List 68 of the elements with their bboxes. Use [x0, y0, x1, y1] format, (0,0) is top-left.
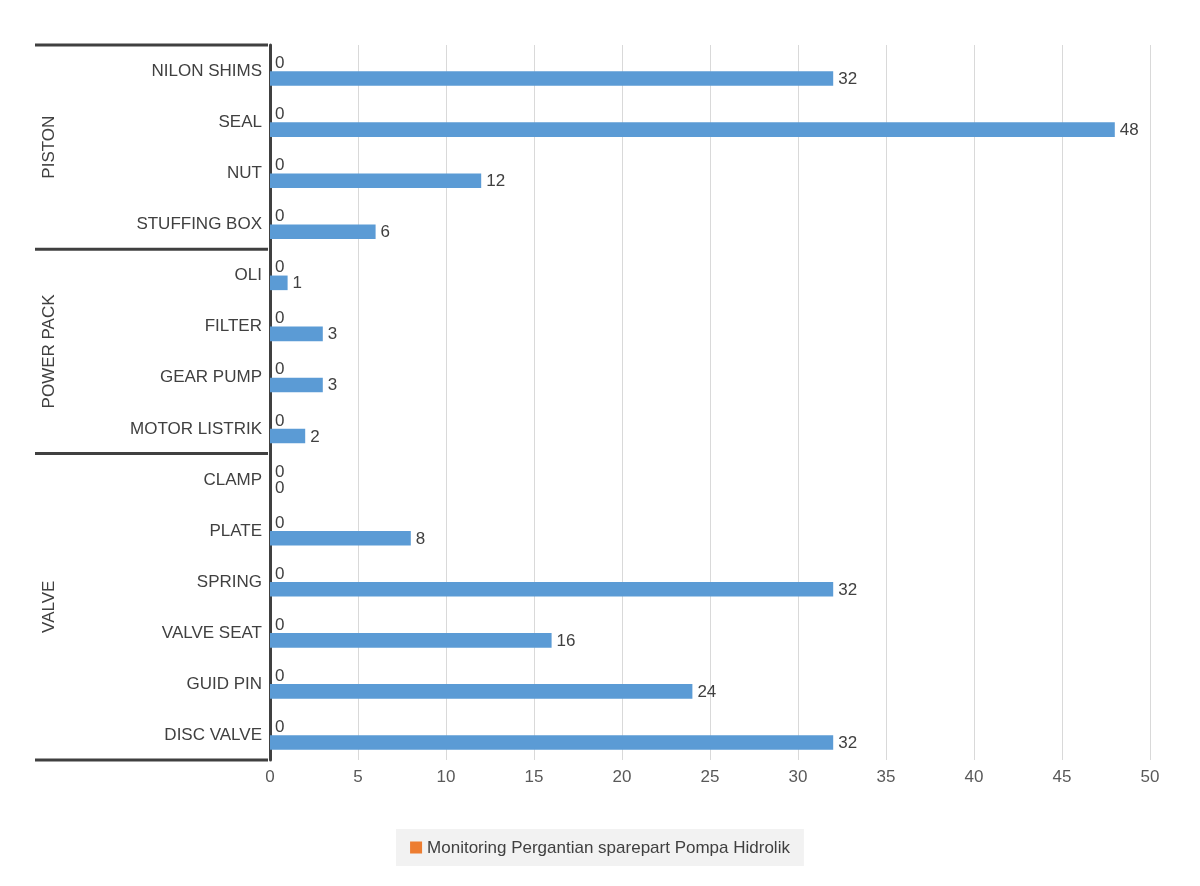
x-tick-label: 35 [876, 767, 896, 786]
data-label: 0 [275, 155, 285, 175]
y-tick-label: NILON SHIMS [151, 61, 262, 81]
bar [270, 633, 552, 648]
x-tick-label: 40 [964, 767, 984, 786]
data-label: 6 [380, 222, 391, 242]
data-label: 0 [275, 410, 285, 430]
x-tick-label: 5 [353, 767, 363, 786]
data-label: 3 [327, 324, 338, 344]
y-tick-label: PLATE [209, 520, 262, 540]
data-label: 1 [292, 273, 303, 293]
data-label: 0 [275, 257, 285, 277]
data-label: 0 [275, 665, 285, 685]
x-tick-label: 25 [700, 767, 720, 786]
text: POWER PACK [38, 293, 58, 409]
data-label: 0 [275, 104, 285, 124]
y-tick-label: CLAMP [203, 469, 262, 489]
y-tick-label: FILTER [204, 316, 262, 336]
y-tick-label: SEAL [218, 112, 262, 132]
y-tick-label: DISC VALVE [164, 724, 262, 744]
bar [270, 326, 323, 342]
legend-label: Monitoring Pergantian sparepart Pompa Hidrolik [427, 838, 791, 857]
data-label: 0 [275, 614, 285, 634]
x-tick-label: 20 [612, 767, 632, 786]
bar [270, 71, 834, 86]
data-label: 0 [275, 206, 285, 226]
bar [270, 122, 1115, 137]
bar [270, 275, 288, 291]
bar [270, 377, 323, 393]
data-label: 24 [697, 681, 717, 701]
x-tick-label: 45 [1052, 767, 1072, 786]
x-tick-label: 10 [436, 767, 456, 786]
y-tick-label: GUID PIN [186, 673, 262, 693]
data-label: 16 [556, 630, 576, 650]
bar [270, 684, 693, 699]
text: VALVE [38, 580, 58, 633]
text: PISTON [38, 115, 58, 179]
data-label: 48 [1119, 120, 1139, 140]
y-tick-label: GEAR PUMP [159, 367, 262, 387]
x-tick-label: 30 [788, 767, 808, 786]
data-label: 0 [275, 53, 285, 73]
y-tick-label: STUFFING BOX [136, 214, 262, 234]
bar [270, 173, 482, 188]
data-label: 32 [838, 732, 858, 752]
data-label: 8 [415, 528, 426, 548]
data-label: 0 [275, 716, 285, 736]
bar [270, 224, 376, 240]
y-tick-label: VALVE SEAT [161, 622, 262, 642]
x-tick-label: 15 [524, 767, 544, 786]
data-label: 0 [275, 563, 285, 583]
data-label: 12 [486, 171, 506, 191]
data-label: 2 [310, 426, 320, 446]
bar [270, 530, 411, 546]
y-tick-label: NUT [227, 163, 262, 183]
bar [270, 581, 834, 597]
bar [270, 735, 834, 750]
x-tick-label: 50 [1140, 767, 1160, 786]
bar [270, 428, 306, 444]
x-tick-label: 0 [265, 767, 275, 786]
data-label: 0 [275, 359, 285, 379]
data-label: 0 [275, 308, 285, 328]
data-label: 32 [838, 579, 858, 599]
y-tick-label: OLI [234, 265, 262, 285]
data-label: 3 [327, 375, 338, 395]
y-tick-label: MOTOR LISTRIK [130, 418, 263, 438]
y-tick-label: SPRING [196, 571, 262, 591]
data-label: 0 [275, 512, 285, 532]
data-label: 32 [838, 69, 858, 89]
